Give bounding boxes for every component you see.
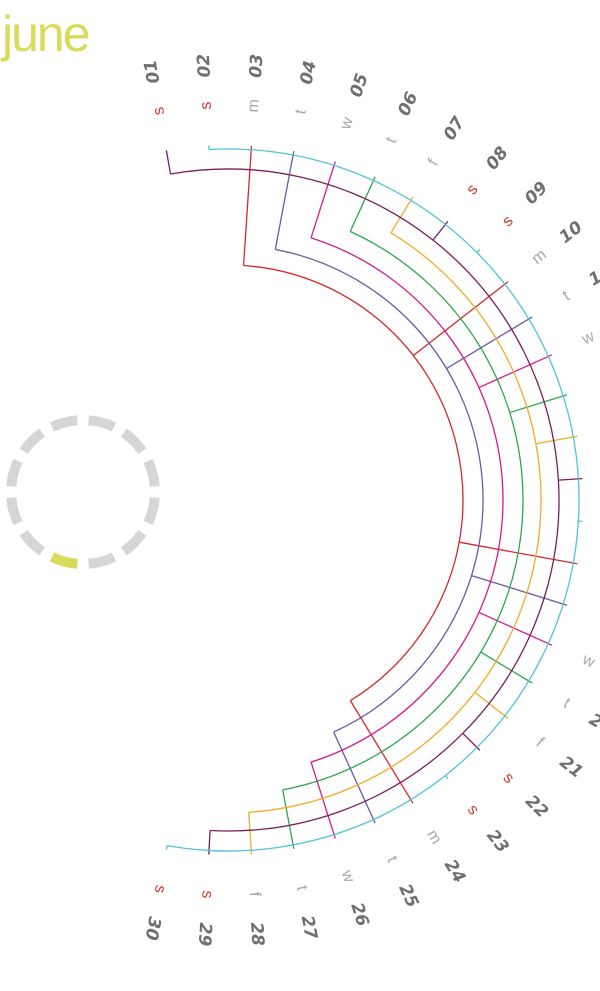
day-number-24: 24 bbox=[440, 856, 469, 887]
weekday-label-23: s bbox=[464, 802, 482, 819]
day-line-25 bbox=[333, 731, 376, 824]
weekday-label-09: s bbox=[499, 212, 517, 230]
progress-ring bbox=[6, 415, 160, 569]
day-line-28 bbox=[248, 812, 253, 855]
weekday-label-05: w bbox=[337, 115, 357, 133]
day-line-20 bbox=[480, 651, 533, 684]
weekday-label-12: w bbox=[579, 328, 598, 349]
day-number-20: 20 bbox=[585, 710, 600, 739]
ring-segment-3 bbox=[143, 497, 160, 526]
weekday-label-07: f bbox=[425, 156, 442, 169]
ring-segment-5 bbox=[88, 552, 117, 569]
ring-segment-10 bbox=[19, 428, 46, 455]
day-number-11: 11 bbox=[585, 261, 600, 290]
day-number-27: 27 bbox=[297, 914, 321, 941]
day-line-09 bbox=[476, 249, 481, 254]
day-number-28: 28 bbox=[246, 922, 268, 947]
day-number-09: 09 bbox=[521, 178, 552, 209]
day-line-07 bbox=[390, 196, 414, 234]
weekday-label-25: t bbox=[383, 854, 401, 866]
weekday-arc-5 bbox=[282, 230, 524, 791]
weekday-label-30: s bbox=[151, 884, 169, 895]
weekday-label-29: s bbox=[198, 890, 215, 899]
weekday-label-27: t bbox=[293, 884, 311, 892]
day-number-23: 23 bbox=[482, 826, 512, 857]
ring-segment-4 bbox=[120, 529, 147, 556]
day-line-06 bbox=[349, 176, 376, 232]
day-number-01: 01 bbox=[141, 58, 165, 85]
weekday-label-04: t bbox=[292, 108, 310, 116]
day-line-30 bbox=[165, 845, 168, 850]
day-line-03 bbox=[242, 145, 253, 266]
weekday-arc-6 bbox=[248, 232, 542, 813]
day-number-22: 22 bbox=[521, 791, 552, 822]
day-number-07: 07 bbox=[440, 113, 469, 144]
day-line-04 bbox=[274, 151, 295, 250]
weekday-label-06: t bbox=[383, 134, 401, 146]
weekday-label-10: m bbox=[529, 246, 550, 268]
day-number-02: 02 bbox=[194, 53, 215, 78]
weekday-arc-2 bbox=[243, 264, 464, 702]
day-number-04: 04 bbox=[297, 59, 321, 86]
ring-segment-9 bbox=[6, 458, 23, 487]
weekday-label-20: t bbox=[560, 695, 573, 712]
day-number-30: 30 bbox=[141, 915, 165, 942]
weekday-label-24: m bbox=[423, 827, 444, 847]
day-connector-lines bbox=[165, 145, 583, 855]
weekday-label-03: m bbox=[245, 99, 263, 113]
day-number-10: 10 bbox=[556, 217, 587, 247]
day-line-18 bbox=[471, 574, 568, 606]
ring-segment-2 bbox=[143, 458, 160, 487]
ring-segment-0 bbox=[88, 415, 117, 432]
weekday-arc-0 bbox=[170, 168, 560, 832]
day-number-08: 08 bbox=[482, 143, 512, 174]
day-line-05 bbox=[310, 161, 336, 239]
day-number-21: 21 bbox=[556, 752, 587, 782]
ring-segment-8 bbox=[6, 497, 23, 526]
weekday-label-21: f bbox=[533, 735, 547, 751]
weekday-label-28: f bbox=[246, 891, 263, 897]
weekday-arc-3 bbox=[275, 248, 484, 733]
weekday-label-22: s bbox=[500, 769, 518, 787]
day-number-06: 06 bbox=[394, 89, 422, 119]
day-line-26 bbox=[310, 761, 336, 839]
month-title: june bbox=[2, 6, 91, 62]
day-line-27 bbox=[282, 789, 295, 849]
day-number-05: 05 bbox=[346, 71, 372, 100]
ring-segment-1 bbox=[120, 428, 147, 455]
day-line-11 bbox=[446, 316, 533, 370]
ring-segment-11 bbox=[49, 415, 78, 432]
day-number-03: 03 bbox=[246, 53, 268, 78]
day-number-29: 29 bbox=[194, 922, 215, 947]
ring-segment-6 bbox=[49, 552, 78, 569]
weekday-label-11: t bbox=[560, 287, 573, 304]
weekday-label-19: w bbox=[579, 651, 598, 672]
weekday-arc-4 bbox=[310, 237, 504, 763]
day-line-13 bbox=[509, 394, 568, 414]
day-number-26: 26 bbox=[346, 900, 372, 929]
weekday-label-01: s bbox=[150, 106, 168, 117]
day-line-19 bbox=[478, 611, 553, 646]
weekday-label-02: s bbox=[198, 101, 215, 110]
day-line-21 bbox=[474, 691, 509, 719]
weekday-arc-1 bbox=[166, 148, 580, 852]
day-number-25: 25 bbox=[394, 881, 422, 911]
day-line-14 bbox=[535, 435, 578, 445]
day-line-23 bbox=[444, 775, 449, 780]
ring-segment-7 bbox=[19, 529, 46, 556]
day-line-12 bbox=[478, 354, 553, 389]
day-line-01 bbox=[165, 150, 172, 175]
weekday-label-26: w bbox=[337, 867, 357, 885]
weekday-label-08: s bbox=[463, 181, 481, 198]
